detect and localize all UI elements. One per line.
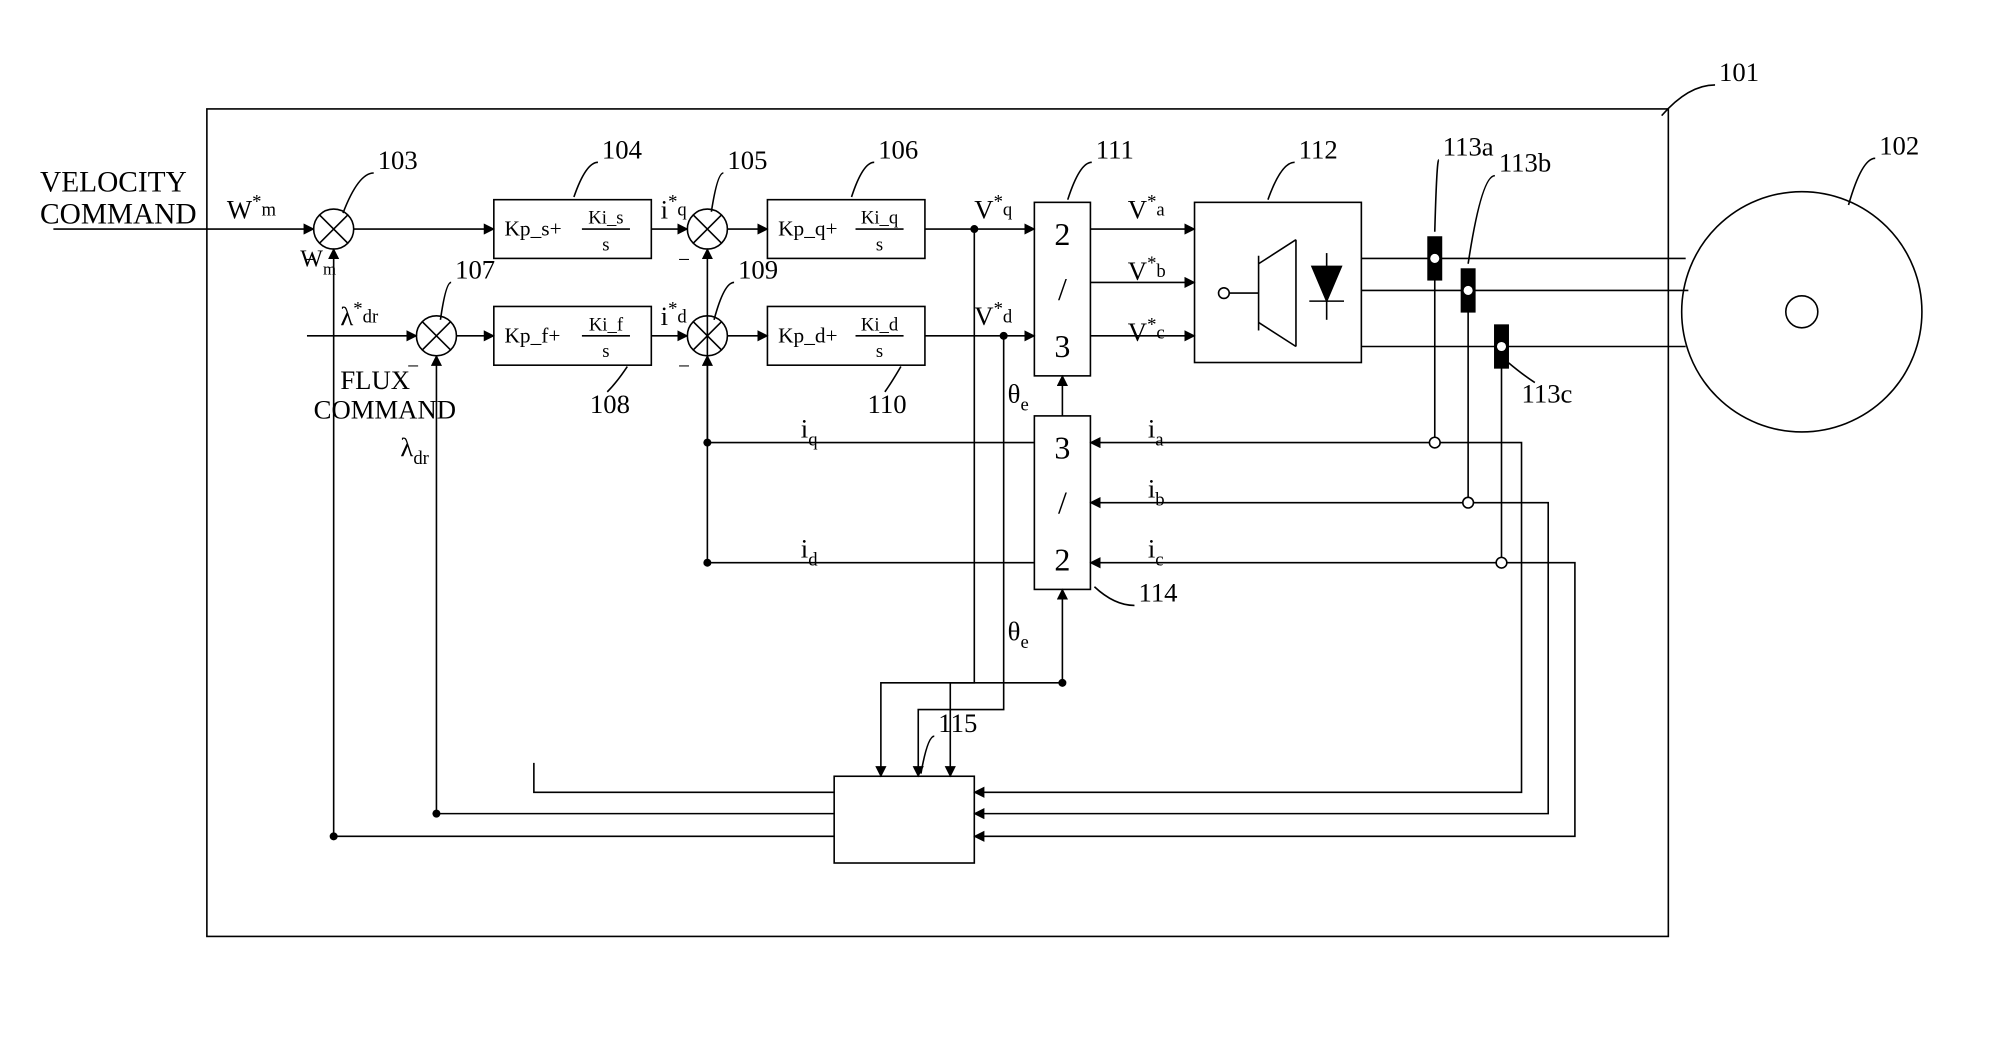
svg-text:Kp_s+: Kp_s+ — [505, 217, 562, 241]
svg-text:3: 3 — [1054, 430, 1070, 466]
svg-text:114: 114 — [1138, 577, 1177, 607]
svg-text:106: 106 — [878, 134, 918, 164]
svg-text:W*m: W*m — [227, 192, 277, 225]
svg-text:105: 105 — [727, 145, 767, 175]
svg-text:V*d: V*d — [974, 298, 1013, 331]
svg-text:θe: θe — [1008, 616, 1029, 653]
svg-text:113c: 113c — [1522, 379, 1573, 409]
svg-text:id: id — [801, 533, 818, 570]
svg-text:Ki_q: Ki_q — [861, 208, 898, 229]
svg-text:s: s — [602, 341, 609, 362]
svg-text:ia: ia — [1148, 413, 1164, 450]
svg-text:iq: iq — [801, 413, 818, 450]
svg-text:λdr: λdr — [400, 432, 429, 469]
svg-text:Wm: Wm — [300, 246, 336, 278]
svg-text:λ*dr: λ*dr — [340, 298, 379, 331]
svg-text:−: − — [678, 247, 690, 271]
svg-text:V*b: V*b — [1128, 253, 1166, 286]
svg-text:V*q: V*q — [974, 192, 1012, 225]
svg-text:3: 3 — [1054, 328, 1070, 364]
svg-text:115: 115 — [938, 708, 977, 738]
svg-text:/: / — [1058, 271, 1067, 307]
svg-text:V*a: V*a — [1128, 192, 1166, 225]
svg-text:VELOCITY: VELOCITY — [40, 167, 187, 199]
svg-text:Kp_q+: Kp_q+ — [778, 217, 837, 241]
svg-text:Ki_f: Ki_f — [589, 314, 624, 335]
svg-text:113b: 113b — [1499, 148, 1551, 178]
svg-text:V*c: V*c — [1128, 314, 1165, 347]
svg-text:101: 101 — [1719, 57, 1759, 87]
svg-text:Kp_f+: Kp_f+ — [505, 323, 561, 347]
svg-text:s: s — [602, 234, 609, 255]
svg-text:Ki_s: Ki_s — [588, 208, 623, 229]
svg-text:Ki_d: Ki_d — [861, 314, 899, 335]
svg-text:/: / — [1058, 484, 1067, 520]
svg-text:s: s — [876, 341, 883, 362]
svg-text:107: 107 — [455, 254, 495, 284]
svg-text:104: 104 — [602, 134, 642, 164]
svg-text:Kp_d+: Kp_d+ — [778, 323, 837, 347]
svg-text:2: 2 — [1054, 542, 1070, 578]
svg-text:113a: 113a — [1443, 132, 1494, 162]
svg-text:2: 2 — [1054, 216, 1070, 252]
svg-text:θe: θe — [1008, 379, 1029, 416]
svg-text:i*q: i*q — [661, 192, 687, 225]
svg-text:s: s — [876, 234, 883, 255]
svg-text:103: 103 — [378, 145, 418, 175]
svg-text:102: 102 — [1879, 130, 1919, 160]
control-block-diagram: 101102VELOCITYCOMMANDFLUXCOMMAND−−−−1031… — [0, 0, 2002, 1032]
svg-text:COMMAND: COMMAND — [40, 199, 197, 231]
svg-text:FLUX: FLUX — [340, 365, 410, 395]
svg-text:112: 112 — [1299, 134, 1338, 164]
svg-text:ic: ic — [1148, 533, 1164, 570]
svg-text:COMMAND: COMMAND — [314, 395, 456, 425]
svg-text:111: 111 — [1096, 134, 1134, 164]
svg-text:−: − — [678, 354, 690, 378]
svg-text:108: 108 — [590, 389, 630, 419]
svg-text:i*d: i*d — [661, 298, 688, 331]
svg-text:110: 110 — [868, 389, 907, 419]
svg-text:ib: ib — [1148, 473, 1165, 510]
svg-text:−: − — [407, 354, 419, 378]
